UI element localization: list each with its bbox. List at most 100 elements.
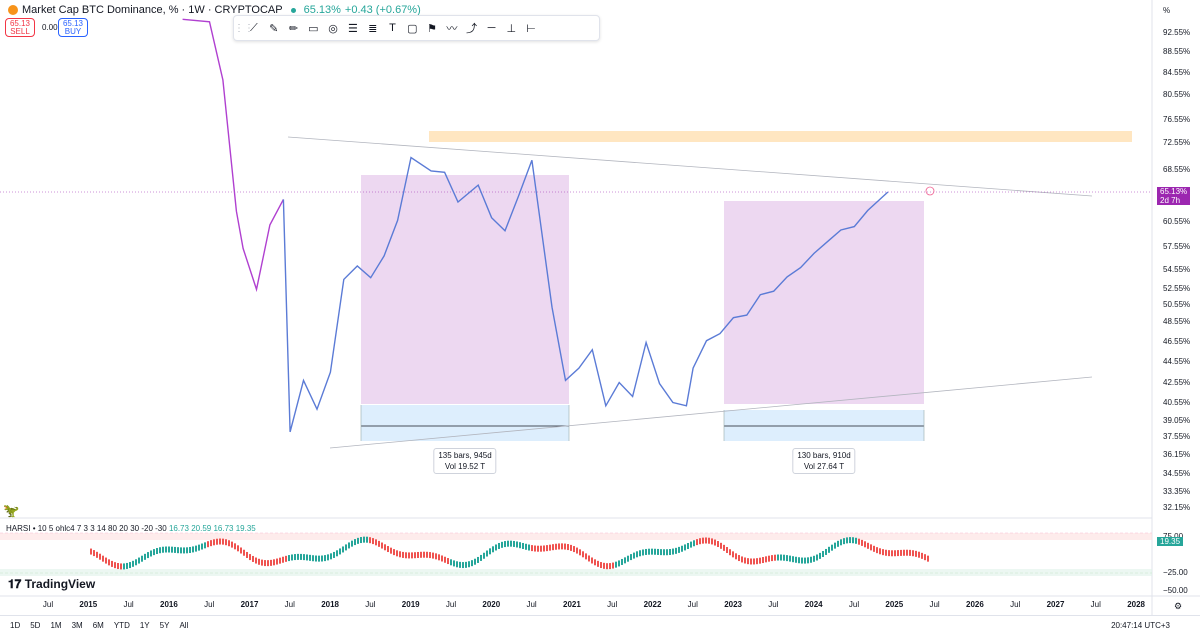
harsi-candle [546,545,548,552]
harsi-candle [165,546,167,553]
date-range-2[interactable] [724,410,924,441]
harsi-candle [174,546,176,553]
pencil-icon[interactable]: ✏ [288,22,299,35]
harsi-candle [96,551,98,558]
brush-icon[interactable]: ✎ [269,22,279,35]
circle-icon[interactable]: ◎ [328,22,338,35]
harsi-candle [627,555,629,562]
harsi-candle [549,544,551,551]
harsi-candle [792,556,794,563]
harsi-candle [153,549,155,556]
harsi-candle [456,561,458,568]
main-chart[interactable] [0,0,1200,615]
symbol-header[interactable]: Market Cap BTC Dominance, % · 1W · CRYPT… [8,4,421,16]
harsi-legend[interactable]: HARSI • 10 5 ohlc4 7 3 3 14 80 20 30 -20… [6,524,256,533]
time-tick: 2028 [1127,600,1145,609]
harsi-candle [204,542,206,549]
rectangle-icon[interactable]: ▭ [308,22,319,35]
harsi-candle [840,539,842,546]
harsi-candle [198,544,200,551]
range-ytd[interactable]: YTD [113,621,130,630]
trendline-icon[interactable]: ⟋ [250,21,258,34]
vertical-line-icon[interactable]: ⊥ [506,22,517,35]
callout-icon[interactable]: ▢ [407,22,418,35]
price-tick: 92.55% [1163,28,1191,37]
range-1y[interactable]: 1Y [139,621,150,630]
harsi-candle [498,542,500,549]
harsi-candle [798,557,800,564]
measure-2-vol: Vol 27.64 T [803,462,845,471]
zone-1[interactable] [361,175,569,404]
harsi-candle [489,548,491,555]
harsi-candle [888,550,890,557]
harsi-candle [150,550,152,557]
text-icon[interactable]: T [389,22,396,34]
fib-icon[interactable]: ☰ [347,22,358,35]
curve-icon[interactable]: ⤴ [466,23,478,35]
harsi-candle [807,557,809,564]
harsi-candle [537,545,539,552]
harsi-candle [696,539,698,546]
harsi-candle [282,556,284,563]
buy-button[interactable]: 65.13 BUY [58,18,88,37]
harsi-candle [603,562,605,569]
harsi-candle [756,558,758,565]
harsi-candle [228,540,230,547]
range-6m[interactable]: 6M [92,621,104,630]
zone-2[interactable] [724,201,924,404]
range-1m[interactable]: 1M [50,621,62,630]
resistance-zone[interactable] [429,131,1132,142]
harsi-candle [261,559,263,566]
time-tick: Jul [607,600,618,609]
harsi-candle [273,559,275,566]
descending-trendline[interactable] [287,136,1093,197]
harsi-candle [180,547,182,554]
range-5y[interactable]: 5Y [159,621,170,630]
harsi-candle [693,540,695,547]
harsi-axis-75: 75.00 [1163,532,1183,541]
harsi-oversold-band [0,569,1152,576]
tradingview-logo: 𝟏𝟕 TradingView [8,577,95,592]
range-1d[interactable]: 1D [10,621,21,630]
harsi-candle [342,546,344,553]
range-3m[interactable]: 3M [71,621,83,630]
harsi-candle [363,536,365,543]
harsi-candle [258,558,260,565]
buy-label: BUY [64,27,82,36]
pattern-icon[interactable]: ≣ [368,22,378,35]
harsi-candle [189,546,191,553]
harsi-value-4: 19.35 [235,524,256,533]
harsi-name: HARSI [6,524,31,533]
harsi-candle [348,542,350,549]
price-tick: 48.55% [1163,317,1191,326]
drag-handle-icon[interactable]: ⋮⋮ [234,22,254,34]
bitcoin-icon [8,5,18,15]
date-range-icon[interactable]: ⊢ [526,22,536,35]
clock[interactable]: 20:47:14 UTC+3 [1111,621,1170,630]
sell-button[interactable]: 65.13 SELL [5,18,35,37]
harsi-candle [780,554,782,561]
settings-gear-icon[interactable]: ⚙ [1174,601,1183,611]
harsi-candle [753,558,755,565]
harsi-candle [294,554,296,561]
harsi-candle [783,554,785,561]
range-all[interactable]: All [179,621,189,630]
date-range-1[interactable] [361,405,569,441]
signpost-icon[interactable]: ⚑ [427,22,437,35]
range-5d[interactable]: 5D [30,621,41,630]
horizontal-line-icon[interactable]: ─ [487,22,496,34]
replay-icon[interactable]: 🦖 [3,503,20,518]
harsi-candle [237,545,239,552]
ascending-trendline[interactable] [329,376,1093,449]
path-icon[interactable]: 〰 [446,23,458,35]
market-status-icon [290,7,296,13]
time-tick: Jul [42,600,54,609]
harsi-candle [219,538,221,545]
harsi-candle [708,537,710,544]
harsi-candle [354,539,356,546]
harsi-axis-neg25: −25.00 [1163,568,1188,577]
harsi-candle [462,562,464,569]
price-tick: 33.35% [1163,487,1191,496]
time-tick: Jul [526,600,537,609]
time-tick: 2016 [159,600,178,609]
